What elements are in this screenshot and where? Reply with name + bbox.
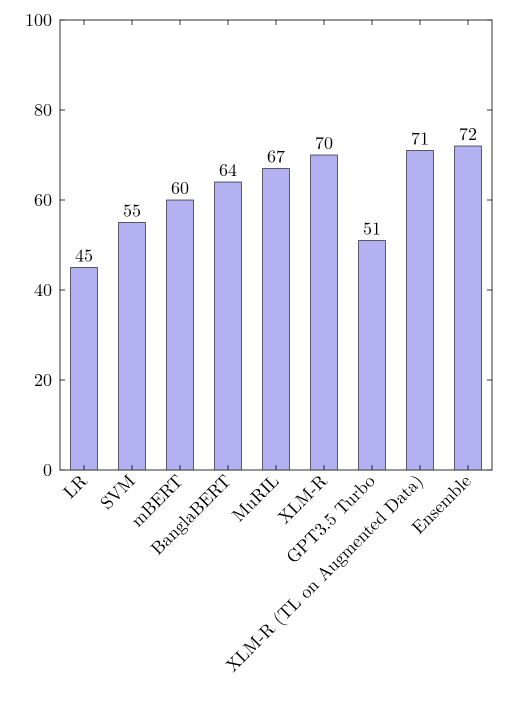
- ytick-label: 0: [43, 457, 52, 482]
- ytick-label: 80: [34, 97, 52, 122]
- bar-value-label: 70: [315, 130, 333, 155]
- bar: [263, 169, 290, 471]
- bar: [119, 223, 146, 471]
- bar-value-label: 51: [363, 216, 381, 241]
- bar-chart: 02040608010045LR55SVM60mBERT64BanglaBERT…: [0, 0, 508, 710]
- chart-svg: 02040608010045LR55SVM60mBERT64BanglaBERT…: [0, 0, 508, 710]
- bar-value-label: 72: [459, 121, 477, 146]
- category-label: LR: [57, 468, 93, 504]
- bar-value-label: 60: [171, 175, 189, 200]
- bar: [407, 151, 434, 471]
- bar-value-label: 64: [219, 157, 237, 182]
- bar-value-label: 71: [411, 126, 429, 151]
- bar-value-label: 67: [267, 144, 285, 169]
- ytick-label: 20: [34, 367, 52, 392]
- ytick-label: 60: [34, 187, 52, 212]
- bar: [311, 155, 338, 470]
- ytick-label: 100: [25, 7, 52, 32]
- category-label: MuRIL: [226, 469, 284, 527]
- bar: [167, 200, 194, 470]
- ytick-label: 40: [34, 277, 52, 302]
- bar-value-label: 45: [75, 243, 93, 268]
- bar: [215, 182, 242, 470]
- bar: [359, 241, 386, 471]
- bar: [455, 146, 482, 470]
- bar: [71, 268, 98, 471]
- bar-value-label: 55: [123, 198, 141, 223]
